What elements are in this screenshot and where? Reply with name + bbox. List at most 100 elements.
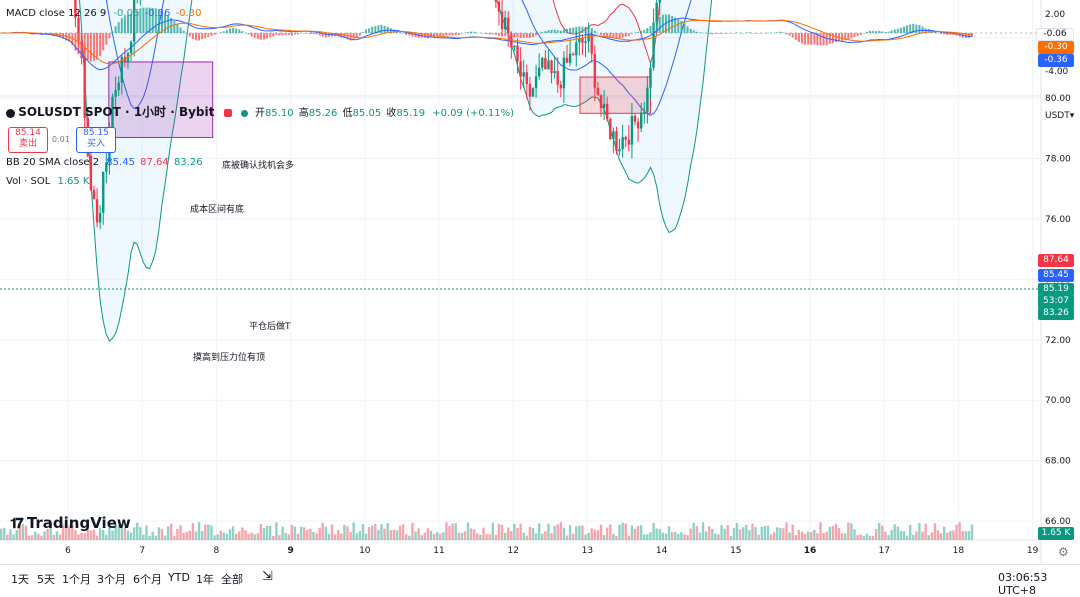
- volume-bar: [247, 533, 250, 540]
- macd-histogram-bar: [225, 29, 228, 33]
- candle-body: [111, 96, 114, 137]
- volume-bar: [683, 534, 686, 540]
- macd-histogram-bar: [538, 33, 541, 34]
- volume-bar: [176, 528, 179, 540]
- candle-body: [89, 155, 93, 190]
- annotation-close-then-t[interactable]: 平仓后做T: [249, 322, 291, 332]
- ohlc-high-label: 高: [298, 108, 309, 119]
- volume-bar: [210, 525, 213, 540]
- macd-histogram-bar: [120, 18, 123, 33]
- chevron-down-icon: ▾: [1069, 111, 1075, 121]
- volume-bar: [191, 523, 195, 540]
- period-1m[interactable]: 1个月: [62, 573, 91, 586]
- volume-legend[interactable]: Vol · SOL 1.65 K: [6, 176, 90, 188]
- macd-histogram-bar: [649, 26, 652, 33]
- annotation-resistance-top[interactable]: 摸高到压力位有顶: [193, 352, 266, 364]
- clock-time[interactable]: 03:06:53 UTC+8: [998, 571, 1048, 597]
- macd-histogram-bar: [683, 23, 686, 33]
- macd-histogram-bar: [729, 33, 732, 34]
- volume-bar: [473, 529, 476, 540]
- candle-body: [120, 56, 123, 83]
- period-6m[interactable]: 6个月: [133, 573, 162, 586]
- macd-histogram-bar: [630, 33, 633, 34]
- sell-label: 卖出: [18, 139, 37, 149]
- macd-histogram-bar: [210, 33, 213, 36]
- macd-histogram-bar: [726, 33, 729, 34]
- macd-histogram-bar: [593, 30, 596, 33]
- buy-button[interactable]: 85.15 买入: [76, 127, 116, 153]
- symbol-title[interactable]: SOLUSDT SPOT · 1小时 · Bybit: [18, 105, 215, 119]
- period-5d[interactable]: 5天: [37, 573, 55, 586]
- volume-bar: [621, 522, 624, 540]
- bb-lower-tag: 83.26: [1038, 307, 1074, 320]
- volume-bar: [806, 531, 810, 540]
- settings-gear-icon[interactable]: ⚙: [1058, 545, 1069, 559]
- currency-select[interactable]: USDT▾: [1045, 110, 1074, 122]
- bb-legend[interactable]: BB 20 SMA close 2 85.45 87.64 83.26: [6, 157, 203, 169]
- volume-bar: [194, 531, 198, 540]
- volume-bar: [541, 533, 544, 540]
- volume-bar: [241, 527, 244, 540]
- symbol-header[interactable]: SOLUSDT SPOT · 1小时 · Bybit 开85.10 高85.26…: [6, 106, 514, 120]
- volume-bar: [578, 525, 581, 540]
- volume-bar: [213, 535, 216, 540]
- volume-bar: [179, 525, 182, 540]
- ohlc-high: 高85.26: [299, 108, 341, 119]
- sell-button[interactable]: 85.14 卖出: [8, 127, 48, 153]
- ohlc-open: 开85.10: [255, 108, 297, 119]
- macd-histogram-bar: [763, 33, 766, 34]
- volume-bar: [253, 534, 256, 540]
- macd-histogram-bar: [309, 33, 312, 35]
- candle-body: [599, 94, 603, 108]
- period-all[interactable]: 全部: [221, 573, 243, 586]
- volume-bar: [129, 532, 133, 540]
- period-3m[interactable]: 3个月: [97, 573, 126, 586]
- volume-bar: [423, 532, 426, 540]
- volume-bar: [609, 524, 612, 540]
- macd-histogram-bar: [810, 33, 813, 45]
- volume-bar: [358, 531, 362, 540]
- macd-histogram-bar: [0, 33, 3, 34]
- macd-histogram-bar: [315, 33, 318, 35]
- macd-histogram-bar: [896, 28, 899, 33]
- annotation-cost-zone[interactable]: 成本区间有底: [190, 205, 245, 215]
- macd-histogram-bar: [859, 33, 862, 35]
- chart-canvas[interactable]: 98.0096.0094.0092.0090.0088.0086.0084.00…: [0, 0, 1080, 564]
- macd-histogram-bar: [253, 33, 256, 38]
- spread-value: 0.01: [52, 135, 70, 144]
- alert-icon[interactable]: [223, 109, 232, 117]
- candle-body: [83, 58, 86, 118]
- volume-bar: [794, 535, 797, 540]
- volume-bar: [333, 534, 337, 540]
- watermark-text: TradingView: [26, 514, 131, 532]
- volume-bar: [639, 525, 643, 540]
- period-ytd[interactable]: YTD: [168, 571, 190, 584]
- volume-bar: [207, 524, 210, 540]
- volume-bar: [46, 529, 49, 540]
- candle-body: [503, 17, 507, 30]
- period-1d[interactable]: 1天: [11, 573, 29, 586]
- macd-histogram-bar: [544, 31, 547, 33]
- volume-bar: [37, 533, 40, 540]
- volume-bar: [670, 532, 674, 540]
- tradingview-watermark: 𝟏𝟕 TradingView: [10, 514, 131, 533]
- macd-pane: [0, 7, 974, 71]
- macd-histogram-bar: [584, 26, 587, 33]
- annotation-bottom-confirmed[interactable]: 底被确认找机会多: [222, 161, 295, 171]
- macd-legend[interactable]: MACD close 12 26 9 -0.06 -0.36 -0.30: [6, 8, 201, 20]
- macd-histogram-bar: [964, 33, 967, 38]
- macd-histogram-bar: [198, 33, 201, 41]
- volume-bar: [275, 522, 278, 540]
- macd-histogram-bar: [671, 16, 674, 33]
- macd-histogram-bar: [402, 33, 405, 34]
- period-1y[interactable]: 1年: [196, 573, 214, 586]
- volume-bar: [810, 532, 813, 540]
- macd-histogram-bar: [680, 20, 683, 33]
- macd-histogram-bar: [698, 32, 701, 33]
- macd-histogram-bar: [519, 33, 522, 39]
- volume-bar: [899, 530, 903, 540]
- annotation-zones[interactable]: [108, 0, 651, 138]
- volume-bar: [908, 524, 912, 540]
- date-range-icon[interactable]: ⇲: [262, 569, 273, 584]
- volume-bar: [457, 532, 460, 540]
